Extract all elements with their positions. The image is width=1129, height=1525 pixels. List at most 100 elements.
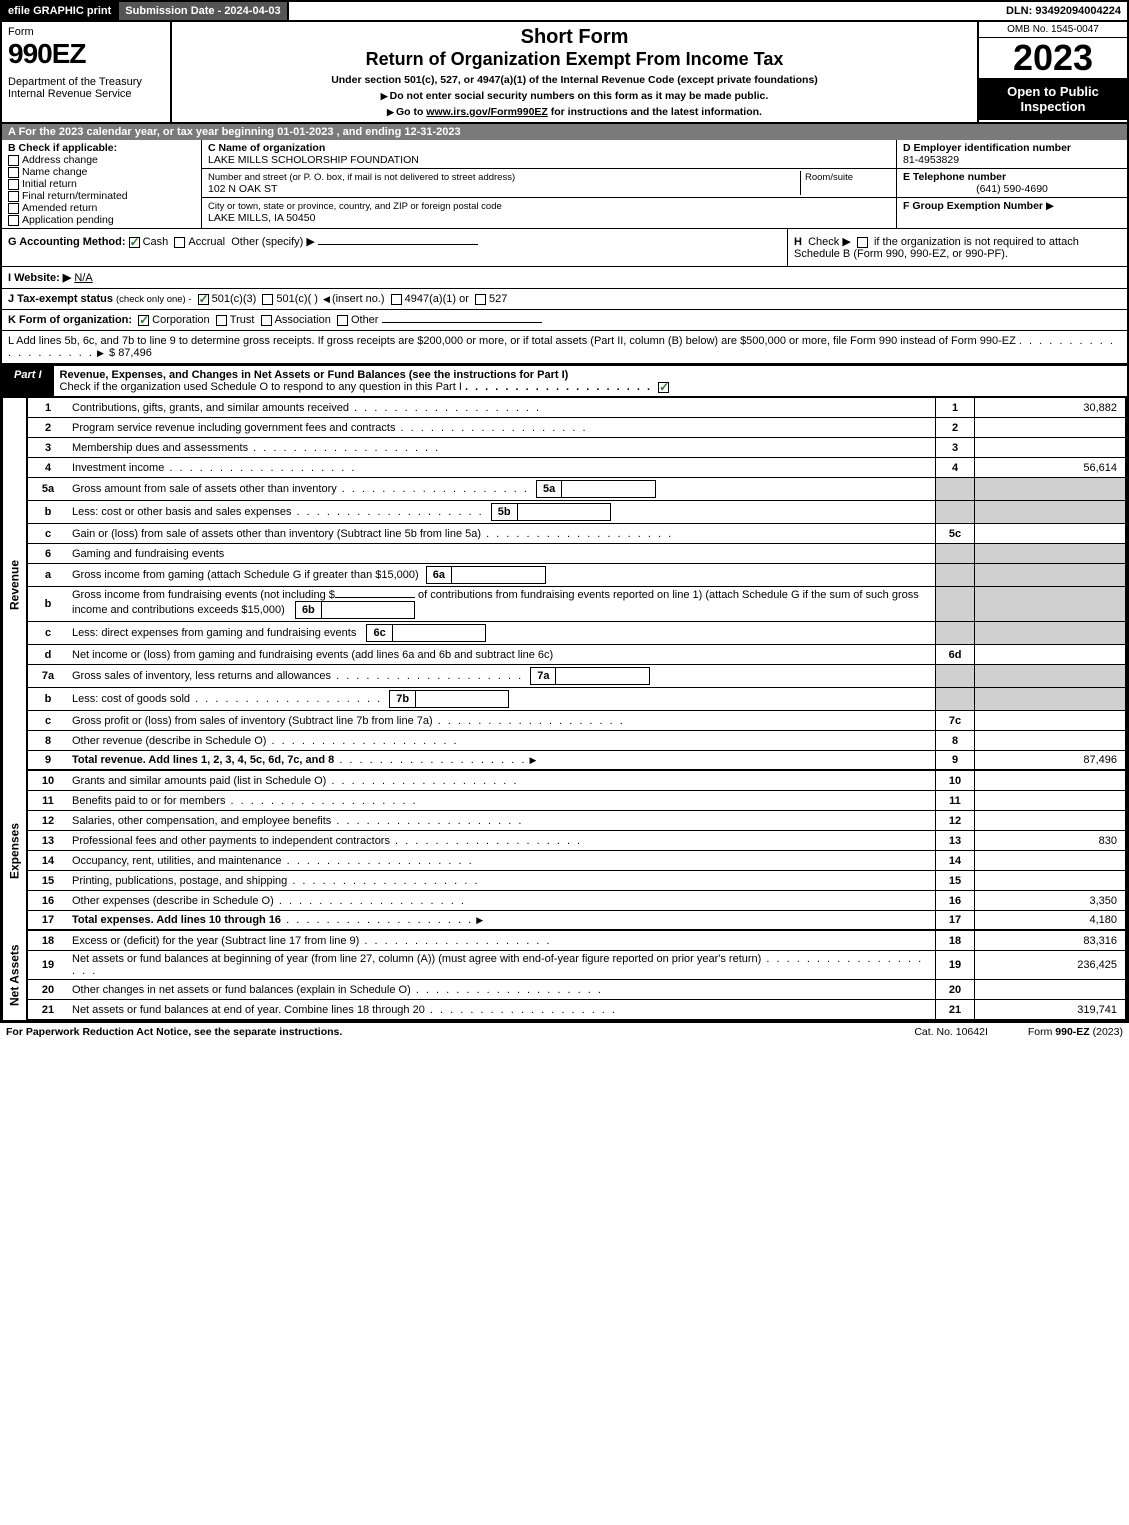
org-name: LAKE MILLS SCHOLORSHIP FOUNDATION	[208, 154, 419, 166]
page-footer: For Paperwork Reduction Act Notice, see …	[0, 1022, 1129, 1041]
chk-corp[interactable]	[138, 315, 149, 326]
amt-13: 830	[975, 831, 1125, 850]
chk-other-org[interactable]	[337, 315, 348, 326]
chk-trust[interactable]	[216, 315, 227, 326]
ein-value: 81-4953829	[903, 154, 959, 166]
chk-accrual[interactable]	[174, 237, 185, 248]
netassets-group: Net Assets 18Excess or (deficit) for the…	[0, 931, 1129, 1022]
amt-7c	[975, 711, 1125, 730]
e-label: E Telephone number	[903, 171, 1006, 183]
omb-number: OMB No. 1545-0047	[979, 22, 1127, 38]
dln-label: DLN: 93492094004224	[1000, 2, 1127, 20]
header-center: Short Form Return of Organization Exempt…	[172, 22, 977, 122]
revenue-group: Revenue 1Contributions, gifts, grants, a…	[0, 398, 1129, 771]
footer-left: For Paperwork Reduction Act Notice, see …	[6, 1026, 342, 1038]
chk-assoc[interactable]	[261, 315, 272, 326]
i-label: I Website: ▶	[8, 272, 71, 284]
form-header: Form 990EZ Department of the Treasury In…	[0, 22, 1129, 124]
amt-8	[975, 731, 1125, 750]
website-value: N/A	[74, 272, 92, 284]
amt-2	[975, 418, 1125, 437]
title-short-form: Short Form	[178, 26, 971, 49]
l-amount: $ 87,496	[109, 347, 152, 359]
k-label: K Form of organization:	[8, 314, 132, 326]
amt-6d	[975, 645, 1125, 664]
part1-title: Revenue, Expenses, and Changes in Net As…	[54, 366, 1127, 396]
amt-3	[975, 438, 1125, 457]
g-label: G Accounting Method:	[8, 236, 126, 248]
row-l: L Add lines 5b, 6c, and 7b to line 9 to …	[0, 331, 1129, 364]
l-text: L Add lines 5b, 6c, and 7b to line 9 to …	[8, 335, 1016, 347]
amt-19: 236,425	[975, 951, 1125, 979]
part1-label: Part I	[2, 366, 54, 396]
c-city-label: City or town, state or province, country…	[208, 201, 502, 212]
chk-cash[interactable]	[129, 237, 140, 248]
c-name-label: C Name of organization	[208, 142, 325, 154]
d-label: D Employer identification number	[903, 142, 1071, 154]
info-grid: B Check if applicable: Address change Na…	[0, 140, 1129, 229]
chk-pending[interactable]	[8, 215, 19, 226]
subtitle-ssn: Do not enter social security numbers on …	[178, 90, 971, 102]
phone-value: (641) 590-4690	[903, 183, 1121, 195]
row-k: K Form of organization: Corporation Trus…	[0, 310, 1129, 331]
amt-12	[975, 811, 1125, 830]
header-left: Form 990EZ Department of the Treasury In…	[2, 22, 172, 122]
amt-1: 30,882	[975, 398, 1125, 417]
vlabel-expenses: Expenses	[2, 771, 26, 931]
chk-501c3[interactable]	[198, 294, 209, 305]
row-j: J Tax-exempt status (check only one) - 5…	[0, 289, 1129, 310]
part1-bar: Part I Revenue, Expenses, and Changes in…	[0, 364, 1129, 398]
subtitle-section: Under section 501(c), 527, or 4947(a)(1)…	[178, 74, 971, 86]
amt-17: 4,180	[975, 911, 1125, 929]
amt-9: 87,496	[975, 751, 1125, 769]
amt-10	[975, 771, 1125, 790]
dept-label: Department of the Treasury Internal Reve…	[8, 76, 164, 100]
title-return: Return of Organization Exempt From Incom…	[178, 49, 971, 70]
chk-501c[interactable]	[262, 294, 273, 305]
efile-print-button[interactable]: efile GRAPHIC print	[2, 2, 119, 20]
box-def: D Employer identification number 81-4953…	[897, 140, 1127, 228]
amt-18: 83,316	[975, 931, 1125, 950]
f-label: F Group Exemption Number	[903, 200, 1043, 212]
chk-h[interactable]	[857, 237, 868, 248]
row-i: I Website: ▶ N/A	[0, 267, 1129, 289]
box-c: C Name of organization LAKE MILLS SCHOLO…	[202, 140, 897, 228]
chk-name-change[interactable]	[8, 167, 19, 178]
line-a: A For the 2023 calendar year, or tax yea…	[0, 124, 1129, 140]
chk-final-return[interactable]	[8, 191, 19, 202]
amt-16: 3,350	[975, 891, 1125, 910]
amt-15	[975, 871, 1125, 890]
c-room-label: Room/suite	[805, 172, 853, 183]
expenses-group: Expenses 10Grants and similar amounts pa…	[0, 771, 1129, 931]
c-street-label: Number and street (or P. O. box, if mail…	[208, 172, 515, 183]
amt-5c	[975, 524, 1125, 543]
chk-4947[interactable]	[391, 294, 402, 305]
irs-link[interactable]: www.irs.gov/Form990EZ	[426, 106, 548, 118]
org-street: 102 N OAK ST	[208, 183, 277, 195]
chk-initial-return[interactable]	[8, 179, 19, 190]
f-arrow: ▶	[1046, 200, 1054, 212]
org-city: LAKE MILLS, IA 50450	[208, 212, 315, 224]
chk-527[interactable]	[475, 294, 486, 305]
amt-21: 319,741	[975, 1000, 1125, 1019]
vlabel-netassets: Net Assets	[2, 931, 26, 1020]
chk-address-change[interactable]	[8, 155, 19, 166]
subtitle-link: Go to www.irs.gov/Form990EZ for instruct…	[178, 106, 971, 118]
chk-amended[interactable]	[8, 203, 19, 214]
header-right: OMB No. 1545-0047 2023 Open to Public In…	[977, 22, 1127, 122]
open-inspection: Open to Public Inspection	[979, 78, 1127, 120]
form-number: 990EZ	[8, 38, 164, 70]
form-word: Form	[8, 26, 34, 38]
top-bar: efile GRAPHIC print Submission Date - 20…	[0, 0, 1129, 22]
amt-11	[975, 791, 1125, 810]
row-gh: G Accounting Method: Cash Accrual Other …	[0, 229, 1129, 267]
footer-catno: Cat. No. 10642I	[914, 1026, 988, 1038]
tax-year: 2023	[979, 38, 1127, 78]
box-b: B Check if applicable: Address change Na…	[2, 140, 202, 228]
box-b-title: B Check if applicable:	[8, 142, 195, 154]
amt-20	[975, 980, 1125, 999]
j-label: J Tax-exempt status	[8, 293, 113, 305]
amt-14	[975, 851, 1125, 870]
chk-schedule-o[interactable]	[658, 382, 669, 393]
h-label: H	[794, 236, 802, 248]
